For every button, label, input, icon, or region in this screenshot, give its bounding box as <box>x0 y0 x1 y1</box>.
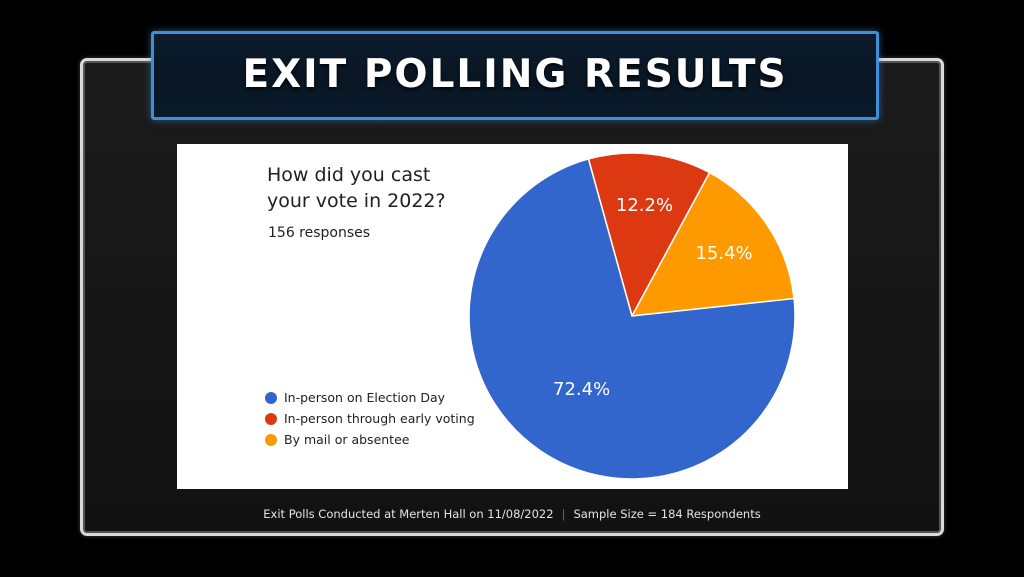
pie-chart: 12.2% 15.4% 72.4% <box>468 152 796 480</box>
legend-label: In-person on Election Day <box>284 390 446 405</box>
legend-item-election-day: In-person on Election Day <box>265 387 475 408</box>
legend-item-early-voting: In-person through early voting <box>265 408 475 429</box>
legend-swatch <box>265 391 277 404</box>
pie-slice <box>630 171 795 317</box>
pie-slice <box>587 152 711 318</box>
slice-data-label: 12.2% <box>616 195 673 216</box>
chart-title-line-1: How did you cast <box>267 164 431 186</box>
title-banner: EXIT POLLING RESULTS <box>151 31 879 120</box>
response-count: 156 responses <box>268 225 371 241</box>
slice-data-label: 15.4% <box>695 243 752 264</box>
legend-label: By mail or absentee <box>284 432 410 447</box>
footer-poll-location: Exit Polls Conducted at Merten Hall on 1… <box>263 507 554 521</box>
page-title: EXIT POLLING RESULTS <box>242 52 788 97</box>
chart-panel: How did you cast your vote in 2022? 156 … <box>177 144 848 489</box>
slice-data-label: 72.4% <box>553 379 610 400</box>
legend-label: In-person through early voting <box>284 411 475 426</box>
footer-caption: Exit Polls Conducted at Merten Hall on 1… <box>80 507 944 521</box>
chart-title: How did you cast your vote in 2022? <box>267 162 477 214</box>
chart-title-line-2: your vote in 2022? <box>267 190 446 212</box>
footer-separator: | <box>561 507 566 521</box>
legend-swatch <box>265 433 277 446</box>
legend-swatch <box>265 412 277 425</box>
pie-slice <box>468 158 796 480</box>
legend-item-mail-absentee: By mail or absentee <box>265 429 475 450</box>
chart-legend: In-person on Election Day In-person thro… <box>265 387 475 450</box>
footer-sample-size: Sample Size = 184 Respondents <box>573 507 761 521</box>
